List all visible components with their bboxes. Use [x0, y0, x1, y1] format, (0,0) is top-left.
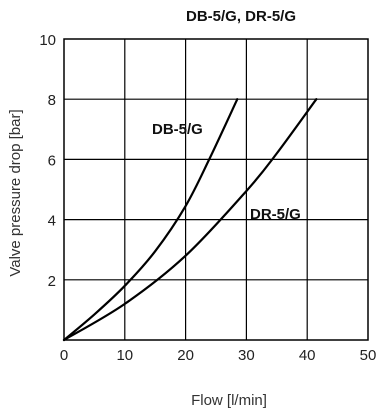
y-tick-label: 6	[48, 152, 56, 169]
series-label-db: DB-5/G	[152, 121, 203, 138]
x-tick-label: 10	[116, 347, 133, 364]
series-line-db	[62, 98, 239, 342]
x-tick-label: 20	[177, 347, 194, 364]
tick-labels: 0 10 20 30 40 50 2 4 6 8 10	[39, 32, 376, 364]
x-tick-label: 0	[60, 347, 68, 364]
y-tick-label: 10	[39, 32, 56, 49]
y-axis-label: Valve pressure drop [bar]	[7, 109, 24, 276]
series-label-dr: DR-5/G	[250, 206, 301, 223]
series-line-dr	[62, 98, 318, 342]
y-tick-label: 4	[48, 213, 56, 230]
x-tick-label: 30	[238, 347, 255, 364]
y-tick-label: 2	[48, 273, 56, 290]
chart-title: DB-5/G, DR-5/G	[186, 8, 296, 25]
grid-lines	[64, 39, 368, 340]
x-axis-label: Flow [l/min]	[191, 392, 267, 409]
series-curves	[62, 98, 318, 342]
plot-frame	[63, 38, 369, 341]
x-tick-label: 40	[299, 347, 316, 364]
x-tick-label: 50	[360, 347, 377, 364]
y-tick-label: 8	[48, 92, 56, 109]
